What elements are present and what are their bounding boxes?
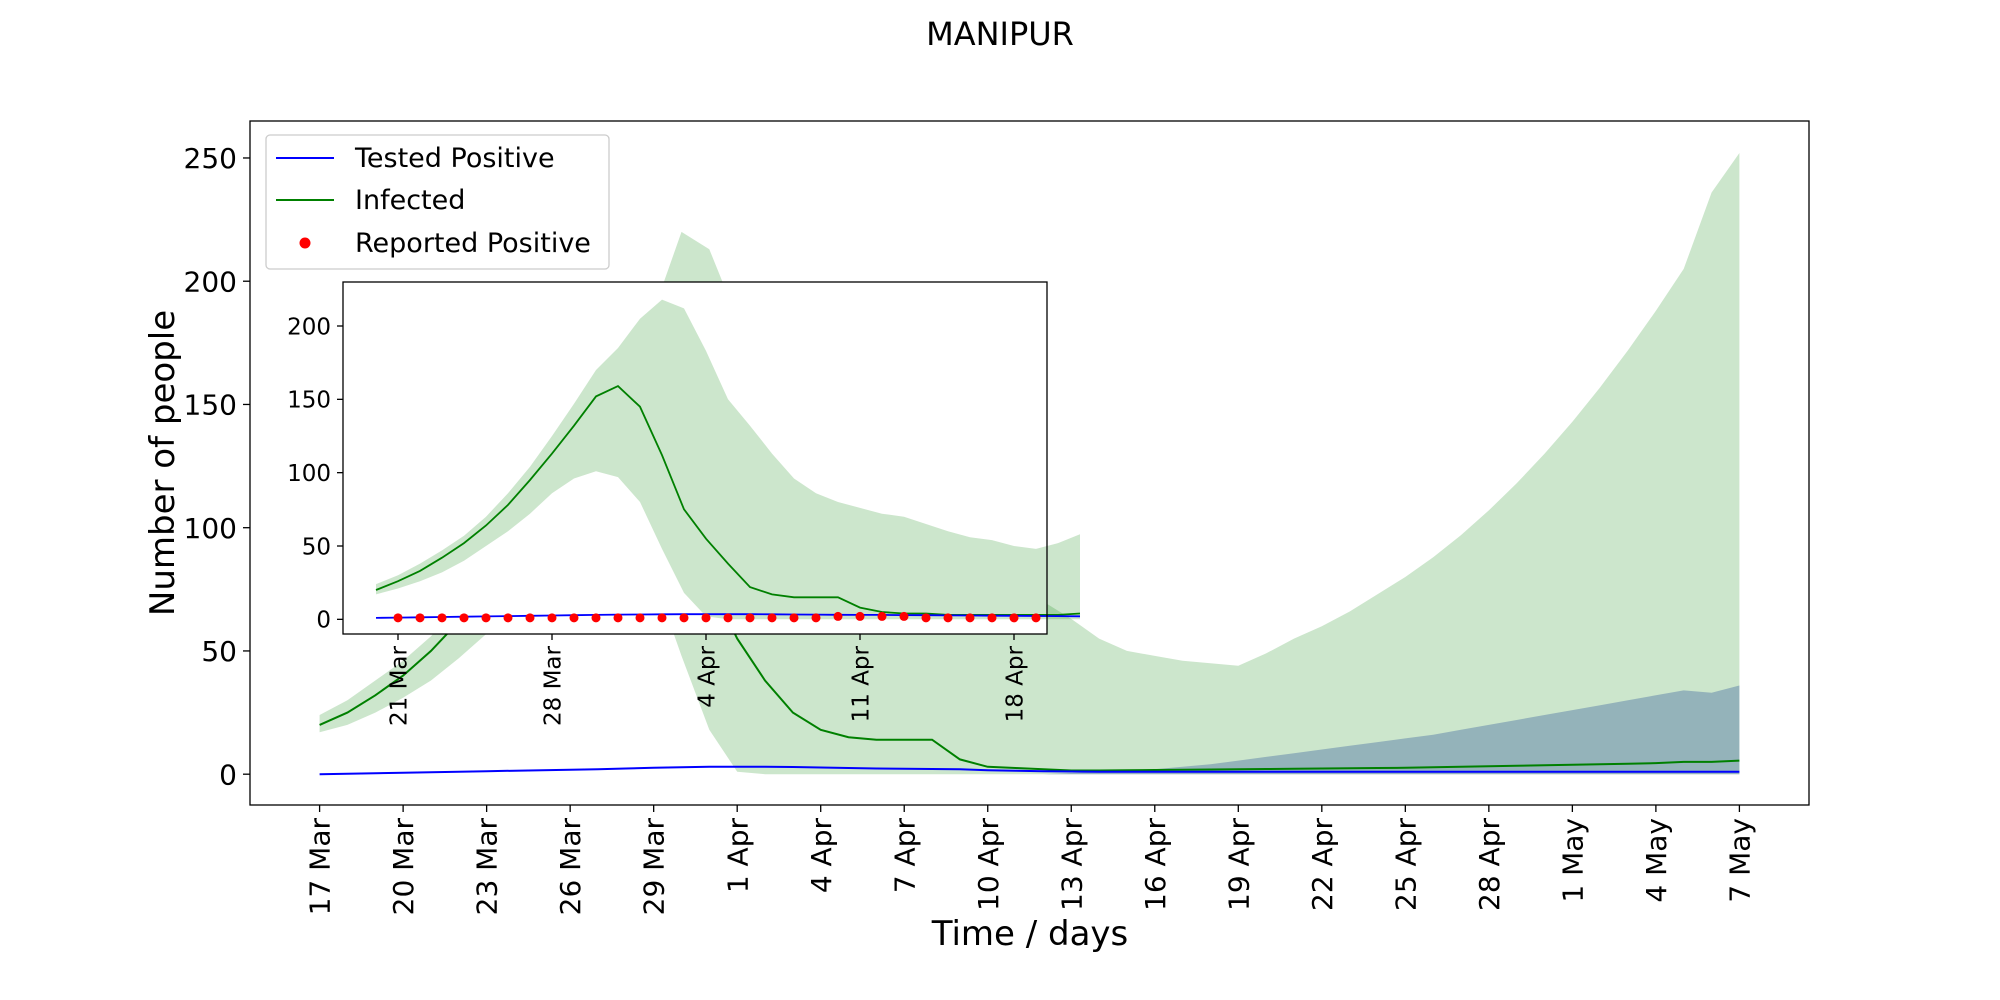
inset-reported-positive-point: [591, 613, 601, 623]
inset-reported-positive-point: [481, 613, 491, 623]
main-x-tick-label: 7 Apr: [888, 818, 921, 894]
inset-reported-positive-point: [877, 611, 887, 621]
inset-reported-positive-point: [899, 611, 909, 621]
main-x-tick-label: 20 Mar: [387, 818, 420, 916]
main-x-tick-label: 25 Apr: [1389, 818, 1422, 911]
inset-x-tick-label: 4 Apr: [694, 645, 720, 707]
inset-reported-positive-point: [965, 613, 975, 623]
main-x-tick-label: 22 Apr: [1306, 818, 1339, 911]
legend-infected-label: Infected: [355, 185, 465, 216]
inset-reported-positive-point: [503, 613, 513, 623]
main-y-tick-label: 0: [219, 758, 237, 791]
inset-reported-positive-point: [701, 613, 711, 623]
inset-reported-positive-point: [635, 613, 645, 623]
inset-reported-positive-point: [437, 613, 447, 623]
inset-x-tick-label: 28 Mar: [540, 645, 566, 726]
inset-reported-positive-point: [855, 611, 865, 621]
inset-plot: 0 50 100 150 200 21 Mar 28 Mar 4 Apr 11 Apr 18 Ap…: [287, 299, 1081, 726]
inset-x-tick-label: 18 Apr: [1002, 645, 1028, 722]
legend: Tested Positive Infected Reported Positi…: [265, 134, 610, 270]
main-x-tick-label: 4 May: [1640, 818, 1673, 903]
inset-reported-positive-point: [613, 613, 623, 623]
inset-reported-positive-point: [921, 613, 931, 623]
inset-reported-positive-point: [525, 613, 535, 623]
inset-reported-positive-point: [679, 613, 689, 623]
legend-box: [265, 134, 610, 270]
inset-y-tick-label: 100: [287, 461, 331, 487]
main-y-tick-label: 50: [201, 635, 237, 668]
inset-plot-frame: [342, 281, 1048, 635]
inset-reported-positive-point: [745, 613, 755, 623]
legend-tested-positive-label: Tested Positive: [354, 143, 555, 174]
inset-y-tick-label: 50: [302, 534, 331, 560]
main-tested-positive-line: [319, 765, 1740, 776]
inset-y-tick-label: 0: [316, 608, 331, 634]
main-x-tick-label: 28 Apr: [1473, 818, 1506, 911]
main-tested-positive-band: [319, 685, 1740, 775]
inset-reported-positive-point: [789, 613, 799, 623]
main-x-tick-label: 1 Apr: [721, 818, 754, 894]
inset-reported-positive-point: [1031, 613, 1041, 623]
main-x-tick-label: 23 Mar: [471, 818, 504, 916]
main-x-tick-label: 10 Apr: [972, 818, 1005, 911]
main-x-tick-label: 26 Mar: [554, 818, 587, 916]
main-y-tick-label: 250: [184, 142, 237, 175]
inset-reported-positive-point: [547, 613, 557, 623]
main-y-tick-label: 200: [184, 265, 237, 298]
x-axis-label: Time / days: [931, 914, 1129, 954]
inset-reported-positive-point: [569, 613, 579, 623]
main-x-tick-label: 4 Apr: [805, 818, 838, 894]
inset-reported-positive-point: [943, 613, 953, 623]
inset-reported-positive-point: [657, 613, 667, 623]
main-x-tick-label: 16 Apr: [1139, 818, 1172, 911]
main-x-tick-label: 13 Apr: [1055, 818, 1088, 911]
legend-reported-positive-swatch: [299, 237, 311, 249]
main-x-tick-label: 7 May: [1723, 818, 1756, 903]
y-axis-label: Number of people: [143, 310, 183, 616]
main-x-tick-label: 1 May: [1556, 818, 1589, 903]
main-x-tick-label: 19 Apr: [1222, 818, 1255, 911]
main-y-tick-label: 100: [184, 512, 237, 545]
main-y-tick-label: 150: [184, 389, 237, 422]
main-x-tick-label: 29 Mar: [638, 818, 671, 916]
legend-reported-positive-label: Reported Positive: [355, 228, 591, 259]
inset-y-tick-label: 150: [287, 388, 331, 414]
inset-reported-positive-point: [987, 613, 997, 623]
inset-reported-positive-point: [723, 613, 733, 623]
inset-reported-positive-point: [1009, 613, 1019, 623]
inset-reported-positive-point: [767, 613, 777, 623]
inset-x-tick-label: 21 Mar: [386, 645, 412, 726]
inset-reported-positive-point: [459, 613, 469, 623]
main-x-tick-label: 17 Mar: [304, 818, 337, 916]
inset-reported-positive-point: [811, 613, 821, 623]
inset-y-tick-label: 200: [287, 314, 331, 340]
inset-reported-positive-point: [393, 613, 403, 623]
inset-infected-band: [376, 299, 1080, 620]
inset-x-tick-label: 11 Apr: [848, 645, 874, 722]
inset-background: [343, 282, 1047, 634]
inset-reported-positive-point: [415, 613, 425, 623]
main-plot-frame: [249, 120, 1810, 806]
inset-reported-positive-point: [833, 611, 843, 621]
chart-title: MANIPUR: [926, 15, 1074, 53]
